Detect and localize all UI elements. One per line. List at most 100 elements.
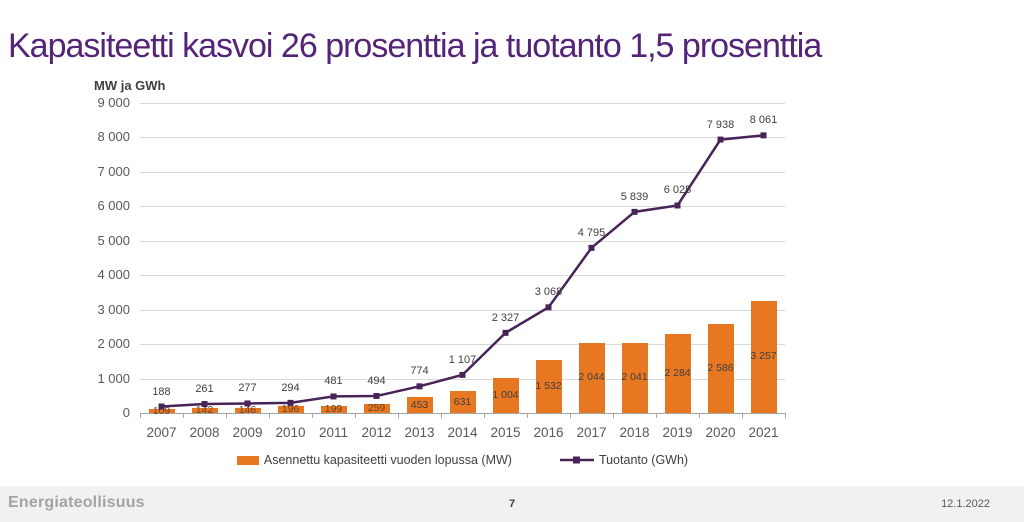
grid-line: [140, 344, 785, 346]
y-tick-label: 5 000: [97, 232, 130, 248]
line-value-label: 188: [152, 385, 171, 398]
line-value-label: 4 795: [577, 226, 606, 239]
production-line: [158, 132, 767, 410]
bar-value-label: 259: [367, 402, 386, 415]
line-value-label: 6 025: [663, 184, 692, 197]
x-tick-label: 2008: [189, 425, 220, 440]
line-marker: [330, 393, 337, 400]
grid-line: [140, 309, 785, 311]
x-axis-tick: [785, 413, 786, 418]
y-tick-label: 2 000: [97, 336, 130, 352]
x-tick-label: 2016: [533, 425, 564, 440]
bar-value-label: 631: [453, 395, 472, 408]
x-tick-label: 2007: [146, 425, 177, 440]
legend-capacity-label: Asennettu kapasiteetti vuoden lopussa (M…: [263, 453, 512, 467]
bar-value-label: 2 284: [664, 367, 691, 380]
x-axis-tick: [140, 413, 141, 418]
x-tick-label: 2019: [662, 425, 693, 440]
x-axis-tick: [699, 413, 700, 418]
line-marker: [287, 399, 294, 406]
line-value-label: 294: [281, 381, 300, 394]
x-tick-label: 2012: [361, 425, 392, 440]
bar-value-label: 2 041: [621, 371, 648, 384]
line-value-label: 3 068: [534, 286, 563, 299]
x-tick-label: 2013: [404, 425, 435, 440]
bar-2013: [406, 397, 433, 413]
line-marker: [588, 244, 595, 251]
bar-2008: [191, 408, 218, 413]
bar-value-label: 2 044: [578, 371, 605, 384]
line-value-label: 8 061: [749, 114, 778, 127]
y-tick-label: 0: [122, 405, 130, 420]
bar-value-label: 3 257: [750, 350, 777, 363]
bar-2014: [449, 391, 476, 413]
grid-line: [140, 103, 785, 104]
y-tick-label: 3 000: [97, 301, 130, 317]
line-value-label: 1 107: [448, 353, 477, 366]
line-marker: [158, 403, 165, 410]
line-value-label: 774: [410, 365, 429, 378]
legend-production-item: Tuotanto (GWh): [559, 453, 688, 467]
bar-2015: [492, 378, 519, 413]
line-marker: [416, 383, 423, 390]
page-number: 7: [508, 498, 516, 510]
x-tick-label: 2009: [232, 425, 263, 440]
grid-line: [140, 275, 785, 277]
x-tick-label: 2011: [318, 425, 349, 440]
x-tick-label: 2018: [619, 425, 650, 440]
bar-2009: [234, 407, 261, 413]
x-axis-tick: [398, 413, 399, 418]
line-marker: [674, 202, 681, 209]
x-axis-tick: [742, 413, 743, 418]
y-tick-label: 6 000: [97, 198, 130, 214]
bar-2020: [707, 323, 734, 413]
x-axis-line: [140, 413, 785, 414]
line-value-label: 2 327: [491, 311, 520, 324]
line-value-label: 277: [238, 382, 257, 395]
x-axis-tick: [269, 413, 270, 418]
x-axis-tick: [570, 413, 571, 418]
x-tick-label: 2020: [705, 425, 736, 440]
line-marker: [760, 132, 767, 139]
grid-line: [140, 206, 785, 208]
bar-2021: [750, 300, 777, 413]
x-axis-tick: [656, 413, 657, 418]
x-axis-tick: [613, 413, 614, 418]
line-marker: [459, 371, 466, 378]
line-value-label: 261: [195, 383, 214, 395]
line-marker: [631, 208, 638, 215]
y-tick-label: 9 000: [97, 95, 130, 110]
x-axis-tick: [484, 413, 485, 418]
x-axis-tick: [226, 413, 227, 418]
bar-value-label: 146: [238, 403, 257, 416]
grid-line: [140, 378, 785, 380]
footer: Energiateollisuus 7 12.1.2022: [0, 486, 1024, 522]
line-marker: [502, 329, 509, 336]
bar-2016: [535, 360, 562, 413]
line-value-label: 494: [367, 374, 386, 387]
y-tick-label: 4 000: [97, 267, 130, 283]
grid-line: [140, 171, 785, 173]
x-axis-tick: [312, 413, 313, 418]
x-axis-tick: [527, 413, 528, 418]
bar-2011: [320, 406, 347, 413]
bar-value-label: 1 532: [535, 380, 562, 393]
bar-value-label: 142: [195, 404, 214, 417]
bar-2010: [277, 406, 304, 413]
bar-value-label: 2 586: [707, 361, 734, 374]
x-axis-tick: [183, 413, 184, 418]
bar-2019: [664, 334, 691, 413]
x-tick-label: 2021: [748, 425, 779, 440]
line-marker: [717, 136, 724, 143]
bar-value-label: 196: [281, 403, 300, 416]
line-series-swatch-icon: [559, 456, 594, 464]
x-tick-label: 2017: [576, 425, 607, 440]
bar-value-label: 453: [410, 398, 429, 411]
y-tick-label: 8 000: [97, 129, 130, 145]
line-marker: [373, 392, 380, 399]
bar-2012: [363, 404, 390, 413]
x-axis-tick: [355, 413, 356, 418]
energiateollisuus-logo: Energiateollisuus: [8, 494, 145, 511]
bar-2007: [148, 409, 175, 413]
y-tick-label: 7 000: [97, 163, 130, 179]
